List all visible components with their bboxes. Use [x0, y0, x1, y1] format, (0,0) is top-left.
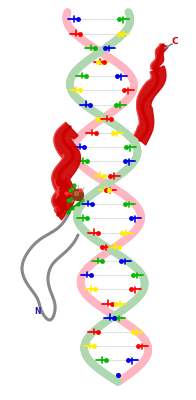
Text: N: N: [35, 308, 41, 316]
Circle shape: [73, 190, 83, 200]
Polygon shape: [151, 44, 168, 71]
Polygon shape: [52, 178, 70, 220]
Polygon shape: [134, 66, 166, 145]
Text: C: C: [172, 38, 178, 46]
Polygon shape: [52, 122, 81, 212]
Circle shape: [74, 192, 79, 196]
